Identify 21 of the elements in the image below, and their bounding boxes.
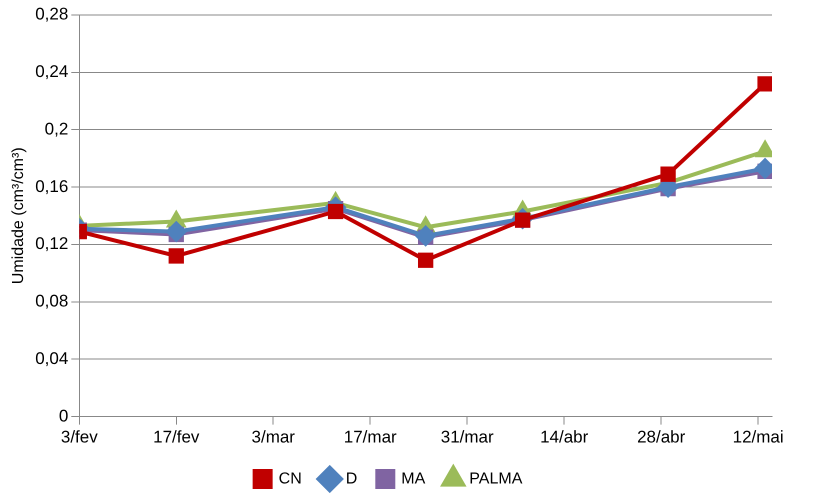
y-tick-label: 0,28: [35, 4, 68, 24]
x-tick-label: 28/abr: [637, 427, 686, 446]
legend-label: CN: [278, 470, 302, 488]
y-tick-label: 0,04: [35, 348, 68, 368]
legend-label: D: [346, 470, 358, 488]
legend-label: MA: [401, 470, 426, 488]
x-tick-label: 17/mar: [344, 427, 398, 446]
x-tick-label: 31/mar: [440, 427, 494, 446]
y-tick-label: 0,12: [35, 234, 68, 254]
x-tick-label: 17/fev: [153, 427, 200, 446]
y-tick-label: 0,2: [44, 119, 68, 138]
y-tick-label: 0,24: [35, 62, 68, 82]
y-tick-label: 0: [58, 406, 68, 426]
legend-label: PALMA: [469, 470, 523, 488]
x-tick-label: 14/abr: [540, 427, 589, 446]
y-tick-label: 0,16: [35, 176, 68, 196]
x-tick-label: 3/mar: [252, 427, 296, 446]
x-tick-label: 3/fev: [60, 427, 98, 446]
y-axis-title: Umidade (cm³/cm³): [10, 147, 28, 284]
x-tick-label: 12/mai: [732, 427, 784, 446]
y-tick-label: 0,08: [35, 292, 68, 311]
